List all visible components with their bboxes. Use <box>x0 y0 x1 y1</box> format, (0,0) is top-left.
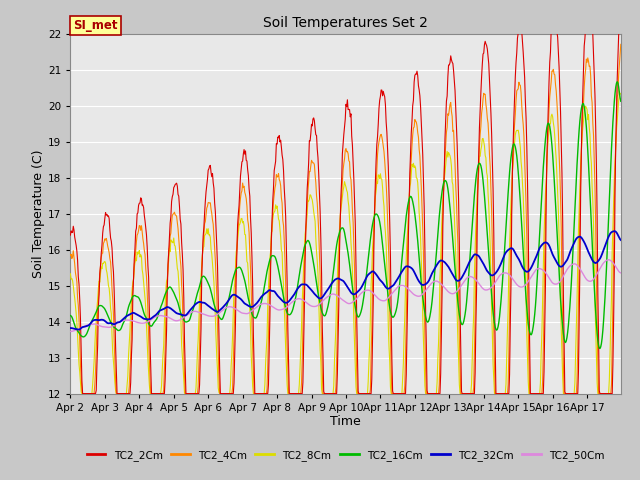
Y-axis label: Soil Temperature (C): Soil Temperature (C) <box>33 149 45 278</box>
Title: Soil Temperatures Set 2: Soil Temperatures Set 2 <box>263 16 428 30</box>
Text: SI_met: SI_met <box>73 19 118 32</box>
X-axis label: Time: Time <box>330 415 361 429</box>
Legend: TC2_2Cm, TC2_4Cm, TC2_8Cm, TC2_16Cm, TC2_32Cm, TC2_50Cm: TC2_2Cm, TC2_4Cm, TC2_8Cm, TC2_16Cm, TC2… <box>83 445 609 465</box>
